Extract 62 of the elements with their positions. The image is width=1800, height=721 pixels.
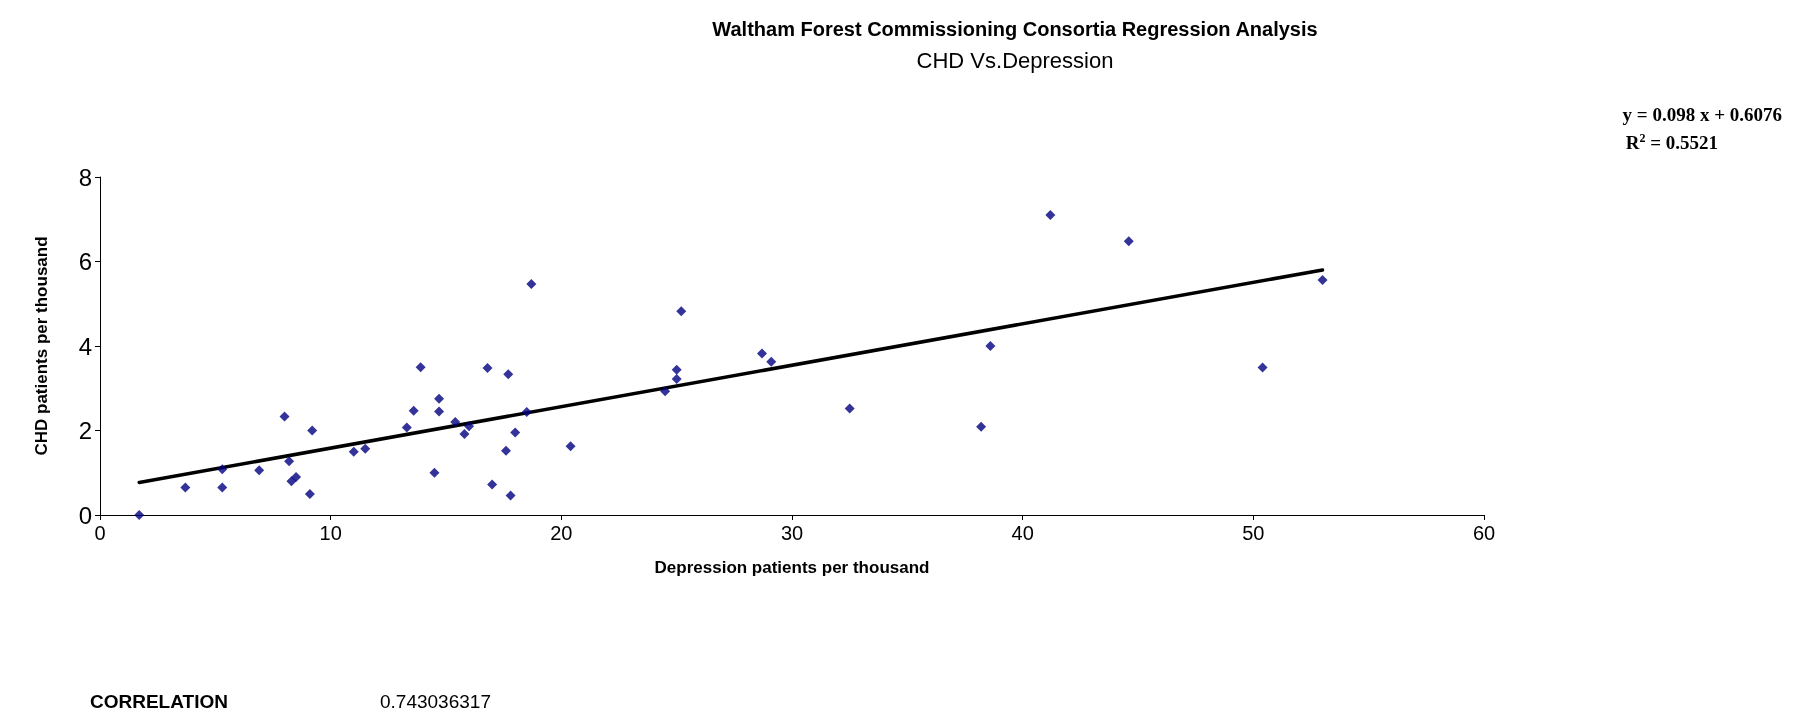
point <box>1045 210 1056 221</box>
x-tick-label: 50 <box>1242 522 1265 544</box>
text: CORRELATION <box>90 691 228 712</box>
point <box>284 456 295 467</box>
point <box>676 306 687 317</box>
point <box>1257 362 1268 373</box>
point <box>844 403 855 414</box>
point <box>348 446 359 457</box>
point <box>459 428 470 439</box>
point <box>434 406 445 417</box>
text: 0.743036317 <box>380 691 491 712</box>
point <box>766 356 777 367</box>
x-tick-label: 0 <box>94 522 106 544</box>
x-tick-label: 10 <box>319 522 342 544</box>
x-tick-label: 60 <box>1472 522 1496 544</box>
point <box>279 411 290 422</box>
y-tick-label: 6 <box>78 248 92 275</box>
x-tick-label: 30 <box>780 522 804 544</box>
y-tick-label: 4 <box>78 332 92 360</box>
point <box>434 393 445 404</box>
point <box>360 443 371 454</box>
y-tick-label: 2 <box>78 417 92 444</box>
point <box>401 422 412 433</box>
point <box>286 476 297 487</box>
point <box>304 488 315 499</box>
point <box>503 369 514 380</box>
point <box>500 445 511 456</box>
point <box>757 348 768 359</box>
point <box>976 421 987 432</box>
point <box>217 464 228 475</box>
point <box>482 362 493 373</box>
point <box>521 406 532 417</box>
point <box>660 386 671 397</box>
text: y = 0.098 x + 0.6076 <box>1622 104 1782 125</box>
point <box>1317 275 1328 286</box>
point <box>429 467 440 478</box>
point <box>180 482 191 493</box>
point <box>505 490 516 501</box>
x-axis-title: Depression patients per thousand <box>654 558 930 577</box>
point <box>565 441 576 452</box>
point <box>450 417 461 428</box>
point <box>408 405 419 416</box>
point <box>985 341 996 351</box>
point <box>415 362 426 373</box>
point <box>1123 236 1134 247</box>
point <box>134 510 145 520</box>
x-tick-label: 20 <box>550 522 573 544</box>
y-tick-label: 8 <box>78 163 92 191</box>
point <box>307 425 318 436</box>
chart-title: Waltham Forest Commissioning Consortia Regression Analysis <box>712 18 1318 40</box>
point <box>464 421 475 432</box>
point <box>291 471 302 482</box>
point <box>671 364 682 375</box>
point <box>487 479 498 490</box>
point <box>254 465 265 476</box>
point <box>217 482 228 493</box>
y-axis-title: CHD patients per thousand <box>32 236 51 456</box>
point <box>671 373 682 384</box>
point <box>510 427 521 438</box>
chart-subtitle: CHD Vs.Depression <box>916 47 1114 73</box>
x-tick-label: 40 <box>1011 522 1034 544</box>
point <box>526 278 537 289</box>
